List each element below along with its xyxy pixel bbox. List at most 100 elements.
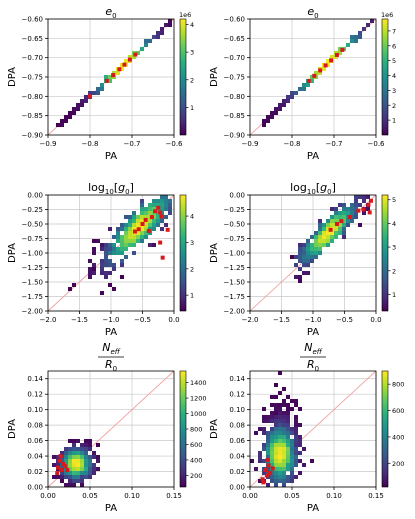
density-cell	[72, 107, 76, 111]
density-cell	[52, 475, 56, 479]
axes-frame	[47, 370, 175, 488]
density-cell	[112, 243, 116, 247]
density-cell	[156, 199, 160, 203]
title-numerator: Neff	[304, 341, 323, 356]
density-cell	[318, 247, 322, 251]
density-cell	[124, 227, 128, 231]
density-cell	[278, 459, 282, 463]
density-cell	[358, 31, 362, 35]
density-cell	[278, 447, 282, 451]
density-cell	[168, 207, 172, 211]
density-cell	[88, 471, 92, 475]
density-cell	[270, 447, 274, 451]
density-cell	[60, 479, 64, 483]
density-cell	[96, 459, 100, 463]
y-tick-label: −1.50	[22, 279, 43, 287]
y-tick-label: −0.80	[224, 93, 245, 101]
density-cell	[326, 59, 330, 63]
density-cell	[80, 443, 84, 447]
density-cell	[76, 451, 80, 455]
density-cell	[342, 227, 346, 231]
density-cell	[282, 447, 286, 451]
density-cell	[120, 227, 124, 231]
red-marker	[347, 215, 352, 220]
density-cell	[68, 467, 72, 471]
density-cell	[266, 483, 270, 487]
y-tick-label: −0.85	[224, 112, 245, 120]
colorbar-gradient	[381, 18, 389, 136]
density-cell	[124, 235, 128, 239]
x-tick-label: 0.0	[370, 316, 381, 324]
density-cell	[156, 203, 160, 207]
density-cell	[290, 455, 294, 459]
density-cell	[354, 199, 358, 203]
x-tick-label: 0.10	[326, 492, 342, 500]
y-tick-label: 0.04	[229, 453, 245, 461]
density-cell	[64, 115, 68, 119]
density-cell	[164, 199, 168, 203]
density-cell	[282, 471, 286, 475]
density-cell	[318, 231, 322, 235]
density-cell	[76, 107, 80, 111]
colorbar-tick-label: 1200	[190, 395, 207, 403]
red-marker	[104, 78, 109, 83]
density-cell	[270, 459, 274, 463]
density-cell	[330, 55, 334, 59]
density-cell	[100, 259, 104, 263]
density-cell	[262, 407, 266, 411]
density-cell	[326, 231, 330, 235]
density-cell	[290, 475, 294, 479]
colorbar-tick-label: 1400	[190, 379, 207, 387]
density-cell	[160, 195, 164, 199]
density-cell	[156, 31, 160, 35]
density-cell	[362, 211, 366, 215]
density-cell	[306, 243, 310, 247]
density-cell	[270, 415, 274, 419]
colorbar-tick-label: 4	[190, 21, 194, 29]
density-cell	[338, 51, 342, 55]
density-cell	[306, 83, 310, 87]
density-cell	[294, 427, 298, 431]
density-cell	[274, 419, 278, 423]
density-cell	[330, 235, 334, 239]
x-axis-label: PA	[105, 327, 117, 338]
density-cell	[298, 279, 302, 283]
density-cell	[330, 207, 334, 211]
density-cell	[76, 479, 80, 483]
density-cell	[366, 195, 370, 199]
density-cell	[274, 439, 278, 443]
density-cell	[270, 411, 274, 415]
density-cell	[270, 427, 274, 431]
density-cell	[326, 219, 330, 223]
density-cell	[286, 447, 290, 451]
density-cell	[140, 219, 144, 223]
density-cell	[306, 255, 310, 259]
density-cell	[262, 443, 266, 447]
density-cell	[286, 415, 290, 419]
density-cell	[96, 455, 100, 459]
density-cell	[274, 423, 278, 427]
density-cell	[112, 235, 116, 239]
density-cell	[100, 291, 104, 295]
density-cell	[298, 87, 302, 91]
density-cell	[100, 87, 104, 91]
density-cell	[326, 227, 330, 231]
density-cell	[120, 275, 124, 279]
density-cell	[92, 251, 96, 255]
density-cell	[76, 463, 80, 467]
density-cell	[278, 439, 282, 443]
density-cell	[156, 223, 160, 227]
density-cell	[148, 231, 152, 235]
red-marker	[88, 94, 92, 99]
density-cell	[132, 243, 136, 247]
density-cell	[298, 259, 302, 263]
density-cell	[282, 467, 286, 471]
density-cell	[310, 75, 314, 79]
density-cell	[322, 231, 326, 235]
density-cell	[338, 47, 342, 51]
density-cell	[140, 215, 144, 219]
density-cell	[338, 215, 342, 219]
density-cell	[140, 47, 144, 51]
density-cell	[298, 247, 302, 251]
red-marker	[260, 477, 265, 482]
